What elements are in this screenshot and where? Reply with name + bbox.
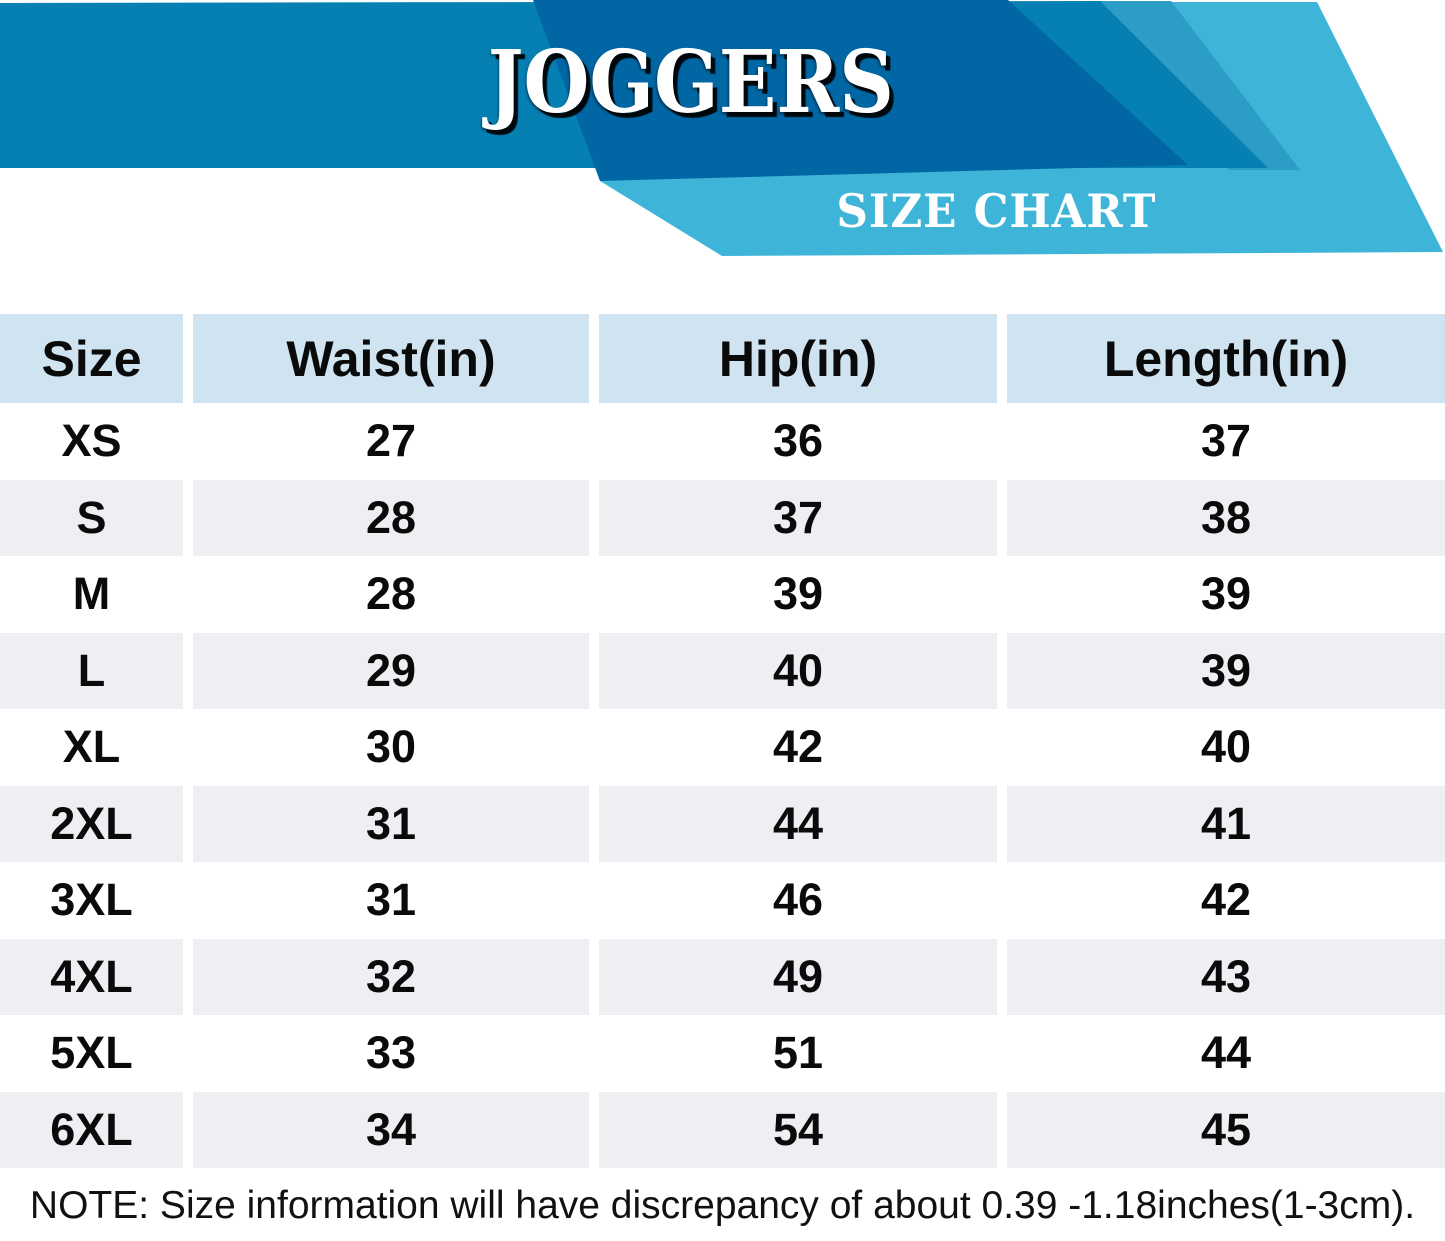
- cell-length: 40: [1200, 721, 1252, 773]
- banner-shapes: [0, 0, 1443, 256]
- column-header-size: Size: [0, 314, 183, 403]
- banner-shape-dark: [533, 0, 1188, 181]
- cell-size: 3XL: [50, 874, 133, 926]
- size-note: NOTE: Size information will have discrep…: [29, 1184, 1416, 1227]
- table-row-xs: XS 27 36 37: [0, 403, 1445, 480]
- cell-size: 6XL: [0, 1091, 183, 1168]
- cell-hip: 49: [599, 938, 997, 1015]
- cell-hip: 44: [599, 785, 997, 862]
- cell-length: 43: [1007, 938, 1445, 1015]
- cell-waist: 32: [193, 938, 589, 1015]
- cell-waist: 34: [193, 1091, 589, 1168]
- cell-hip: 51: [772, 1027, 824, 1079]
- table-row-m: M 28 39 39: [0, 556, 1445, 633]
- size-chart-table: Size Waist(in) Hip(in) Length(in) XS 27 …: [0, 314, 1445, 1168]
- cell-size: L: [0, 632, 183, 709]
- cell-length: 37: [1200, 415, 1252, 467]
- table-row-2xl: 2XL 31 44 41: [0, 785, 1445, 862]
- cell-length: 42: [1200, 874, 1252, 926]
- table-row-l: L 29 40 39: [0, 632, 1445, 709]
- cell-hip: 54: [599, 1091, 997, 1168]
- cell-size: 5XL: [50, 1027, 133, 1079]
- table-row-xl: XL 30 42 40: [0, 709, 1445, 786]
- banner-shape-wedge: [1100, 1, 1300, 170]
- table-row-5xl: 5XL 33 51 44: [0, 1015, 1445, 1092]
- cell-hip: 37: [599, 479, 997, 556]
- table-row-3xl: 3XL 31 46 42: [0, 862, 1445, 939]
- cell-waist: 31: [365, 874, 417, 926]
- cell-length: 44: [1200, 1027, 1252, 1079]
- cell-waist: 29: [193, 632, 589, 709]
- cell-hip: 40: [599, 632, 997, 709]
- cell-waist: 33: [365, 1027, 417, 1079]
- cell-length: 39: [1200, 568, 1252, 620]
- table-row-6xl: 6XL 34 54 45: [0, 1091, 1445, 1168]
- column-header-hip: Hip(in): [599, 314, 997, 403]
- cell-waist: 30: [365, 721, 417, 773]
- cell-size: M: [72, 568, 111, 620]
- cell-hip: 42: [772, 721, 824, 773]
- cell-waist: 27: [365, 415, 417, 467]
- cell-hip: 36: [772, 415, 824, 467]
- cell-length: 45: [1007, 1091, 1445, 1168]
- column-header-length: Length(in): [1007, 314, 1445, 403]
- cell-length: 39: [1007, 632, 1445, 709]
- table-header-row: Size Waist(in) Hip(in) Length(in): [0, 314, 1445, 403]
- column-header-waist: Waist(in): [193, 314, 589, 403]
- cell-size: 4XL: [0, 938, 183, 1015]
- cell-size: XL: [62, 721, 121, 773]
- cell-waist: 28: [193, 479, 589, 556]
- cell-waist: 28: [365, 568, 417, 620]
- table-row-s: S 28 37 38: [0, 479, 1445, 556]
- cell-hip: 46: [772, 874, 824, 926]
- cell-length: 38: [1007, 479, 1445, 556]
- cell-waist: 31: [193, 785, 589, 862]
- table-row-4xl: 4XL 32 49 43: [0, 938, 1445, 1015]
- cell-size: S: [0, 479, 183, 556]
- cell-size: XS: [61, 415, 122, 467]
- banner: JOGGERS SIZE CHART: [0, 0, 1445, 300]
- cell-hip: 39: [772, 568, 824, 620]
- cell-length: 41: [1007, 785, 1445, 862]
- cell-size: 2XL: [0, 785, 183, 862]
